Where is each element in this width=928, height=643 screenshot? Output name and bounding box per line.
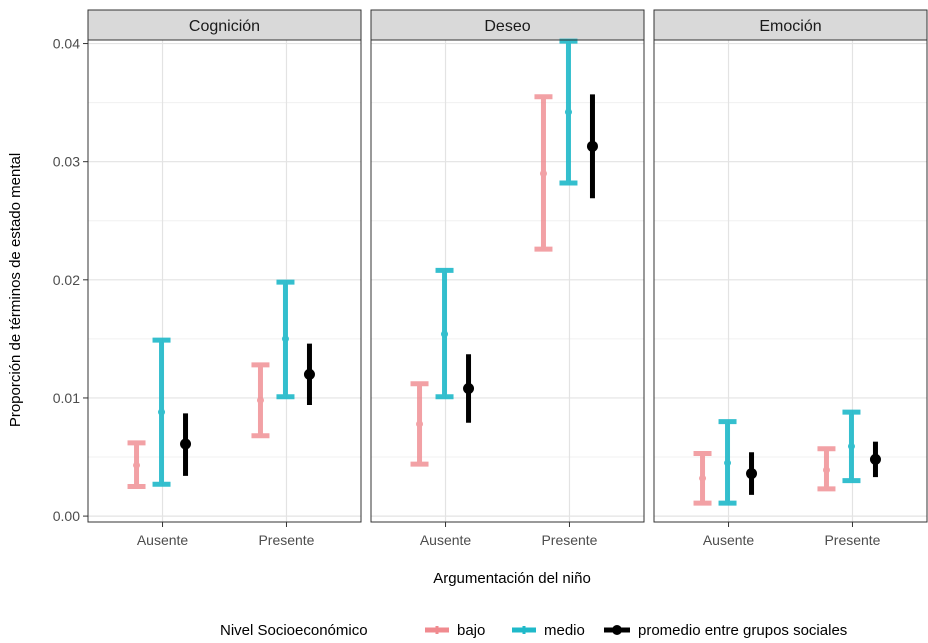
facet-title: Cognición (189, 18, 260, 35)
legend-item-bajo: bajo (425, 622, 485, 639)
point-bajo (699, 474, 707, 482)
point-medio (724, 459, 732, 467)
errorbar-medio (559, 38, 578, 186)
y-axis: 0.00 0.01 0.02 0.03 0.04 (53, 36, 88, 524)
plot-area (371, 40, 644, 522)
x-axis-title: Argumentación del niño (433, 570, 591, 587)
errorbar-bajo (817, 446, 836, 492)
point-bajo (539, 169, 547, 177)
errorbar-promedio (303, 343, 315, 406)
facet-strip (87, 9, 362, 41)
point-bajo (416, 420, 424, 428)
errorbar-promedio (586, 94, 598, 199)
panel-border (87, 39, 362, 523)
x-tick-label: Ausente (137, 532, 189, 548)
legend-title: Nivel Socioeconómico (220, 622, 368, 639)
point-medio (441, 330, 449, 338)
point-promedio (869, 453, 881, 465)
errorbar-medio (842, 409, 861, 484)
plot-area (88, 40, 361, 522)
legend-label: bajo (457, 622, 485, 639)
facet-title: Deseo (484, 18, 530, 35)
y-axis-title: Proporción de términos de estado mental (7, 153, 24, 427)
point-promedio (303, 368, 315, 380)
x-tick-label: Presente (824, 532, 880, 548)
y-tick-label: 0.04 (53, 36, 80, 52)
errorbar-medio (152, 337, 171, 487)
point-medio (564, 108, 572, 116)
facet-title: Emoción (759, 18, 821, 35)
legend-label: medio (544, 622, 585, 639)
point-medio (158, 408, 166, 416)
errorbar-promedio (869, 441, 881, 478)
errorbar-medio (276, 279, 295, 400)
errorbar-bajo (127, 440, 146, 490)
legend: Nivel Socioeconómico bajo medio promedio en… (220, 622, 847, 639)
errorbar-bajo (410, 381, 429, 467)
errorbar-bajo (534, 94, 553, 252)
point-bajo (822, 466, 830, 474)
legend-item-medio: medio (512, 622, 585, 639)
facet-strip (653, 9, 928, 41)
legend-label: promedio entre grupos sociales (638, 622, 847, 639)
errorbar-promedio (463, 354, 475, 423)
point-promedio (586, 140, 598, 152)
x-tick-label: Presente (541, 532, 597, 548)
errorbar-bajo (693, 450, 712, 506)
panel-0: Cognición Ausente Presente (87, 9, 362, 548)
panel-border (653, 39, 928, 523)
plot-area (654, 40, 927, 522)
point-promedio (463, 383, 475, 395)
panel-1: Deseo Ausente Presente (370, 9, 645, 548)
panel-border (370, 39, 645, 523)
errorbar-promedio (180, 413, 192, 476)
x-tick-label: Ausente (703, 532, 755, 548)
legend-key-point (612, 625, 622, 635)
y-tick-label: 0.01 (53, 390, 80, 406)
point-medio (281, 335, 289, 343)
point-bajo (133, 461, 141, 469)
errorbar-medio (718, 419, 737, 506)
point-medio (847, 442, 855, 450)
panel-2: Emoción Ausente Presente (653, 9, 928, 548)
legend-item-promedio: promedio entre grupos sociales (604, 622, 847, 639)
x-tick-label: Ausente (420, 532, 472, 548)
y-tick-label: 0.02 (53, 272, 80, 288)
x-tick-label: Presente (258, 532, 314, 548)
errorbar-promedio (746, 452, 758, 495)
y-tick-label: 0.00 (53, 508, 80, 524)
y-tick-label: 0.03 (53, 154, 80, 170)
point-promedio (746, 468, 758, 480)
panels: Cognición Ausente Presente Deseo Ausente Pres… (87, 9, 928, 548)
point-bajo (256, 396, 264, 404)
errorbar-bajo (251, 362, 270, 439)
point-promedio (180, 438, 192, 450)
errorbar-medio (435, 267, 454, 400)
